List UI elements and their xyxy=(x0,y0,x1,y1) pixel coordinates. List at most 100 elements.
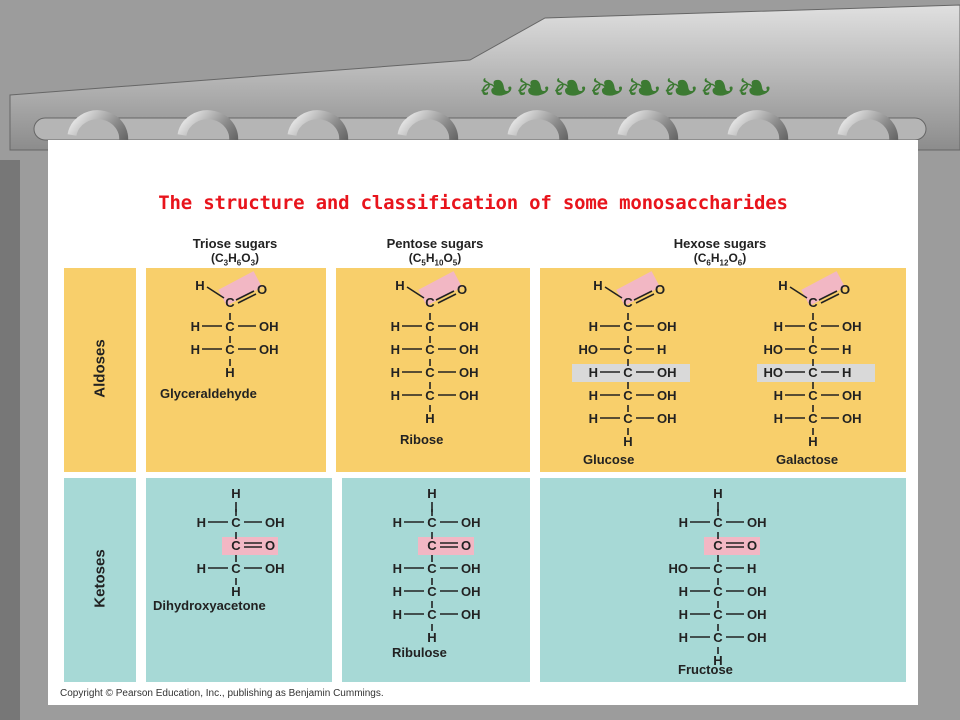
atom-label: H xyxy=(679,515,688,530)
atom-label: H xyxy=(393,515,402,530)
atom-label: C xyxy=(425,388,435,403)
atom-label: C xyxy=(808,342,818,357)
highlight-band xyxy=(572,364,690,382)
atom-label: OH xyxy=(747,630,767,645)
atom-label: H xyxy=(774,411,783,426)
atom-label: C xyxy=(231,561,241,576)
atom-label: H xyxy=(195,278,204,293)
atom-label: HO xyxy=(669,561,689,576)
bond-line xyxy=(633,290,653,301)
atom-label: OH xyxy=(459,342,479,357)
column-header-formula: (C3H6O3) xyxy=(210,251,260,268)
bond-line xyxy=(437,293,457,304)
atom-label: C xyxy=(713,561,723,576)
atom-label: C xyxy=(427,607,437,622)
atom-label: OH xyxy=(747,607,767,622)
column-header-hexose: Hexose sugars (C6H12O6) xyxy=(620,236,820,270)
atom-label: H xyxy=(589,365,598,380)
atom-label: H xyxy=(197,515,206,530)
bond-line xyxy=(235,290,255,301)
bond-line xyxy=(435,290,455,301)
atom-label: C xyxy=(225,342,235,357)
bond-line xyxy=(789,286,808,299)
atom-label: C xyxy=(713,584,723,599)
atom-label: C xyxy=(427,584,437,599)
molecule-name-fructose: Fructose xyxy=(678,662,733,677)
atom-label: H xyxy=(191,319,200,334)
atom-label: OH xyxy=(657,388,677,403)
atom-label: HO xyxy=(764,365,784,380)
atom-label: H xyxy=(425,411,434,426)
atom-label: OH xyxy=(459,365,479,380)
column-header-name: Pentose sugars xyxy=(386,236,484,251)
atom-label: H xyxy=(427,486,436,501)
atom-label: H xyxy=(747,561,756,576)
atom-label: C xyxy=(231,515,241,530)
carbonyl-highlight xyxy=(222,537,278,555)
atom-label: OH xyxy=(842,388,862,403)
atom-label: C xyxy=(713,538,723,553)
molecule-name-glyceraldehyde: Glyceraldehyde xyxy=(160,386,257,401)
atom-label: C xyxy=(713,607,723,622)
atom-label: H xyxy=(842,342,851,357)
atom-label: C xyxy=(225,295,235,310)
bond-line xyxy=(635,293,655,304)
bond-line xyxy=(818,290,838,301)
atom-label: HO xyxy=(764,342,784,357)
atom-label: C xyxy=(623,388,633,403)
highlight-band xyxy=(757,364,875,382)
pentose-ketose-panel xyxy=(342,478,530,682)
atom-label: OH xyxy=(747,584,767,599)
atom-label: H xyxy=(623,434,632,449)
atom-label: H xyxy=(391,319,400,334)
atom-label: C xyxy=(808,365,818,380)
atom-label: O xyxy=(840,282,850,297)
atom-label: C xyxy=(425,319,435,334)
molecule-dihydroxyacetone: HH C OHC OH C OHH xyxy=(197,486,285,599)
atom-label: H xyxy=(427,630,436,645)
column-header-formula: (C6H12O6) xyxy=(693,251,747,268)
column-header-name: Hexose sugars xyxy=(673,236,767,251)
atom-label: C xyxy=(425,295,435,310)
aldoses-label-panel xyxy=(64,268,136,472)
aldehyde-highlight xyxy=(801,271,846,306)
aldehyde-highlight xyxy=(218,271,263,306)
atom-label: H xyxy=(391,388,400,403)
triose-aldose-panel xyxy=(146,268,326,472)
atom-label: C xyxy=(231,538,241,553)
molecule-name-ribulose: Ribulose xyxy=(392,645,447,660)
atom-label: H xyxy=(657,342,666,357)
row-label-ketoses: Ketoses xyxy=(91,549,109,608)
atom-label: H xyxy=(713,653,722,668)
atom-label: H xyxy=(713,486,722,501)
atom-label: C xyxy=(713,630,723,645)
atom-label: C xyxy=(808,319,818,334)
atom-label: O xyxy=(457,282,467,297)
atom-label: C xyxy=(425,342,435,357)
atom-label: H xyxy=(774,319,783,334)
atom-label: C xyxy=(427,515,437,530)
atom-label: O xyxy=(655,282,665,297)
molecule-fructose: HH C OHC OHO C HH C OHH C OHH C OHH xyxy=(669,486,767,668)
atom-label: OH xyxy=(461,561,481,576)
atom-label: H xyxy=(393,561,402,576)
atom-label: OH xyxy=(461,607,481,622)
atom-label: HO xyxy=(579,342,599,357)
column-header-formula: (C5H10O5) xyxy=(408,251,462,268)
atom-label: OH xyxy=(842,319,862,334)
atom-label: OH xyxy=(747,515,767,530)
atom-label: OH xyxy=(461,515,481,530)
atom-label: C xyxy=(713,515,723,530)
atom-label: H xyxy=(842,365,851,380)
atom-label: H xyxy=(808,434,817,449)
atom-label: OH xyxy=(259,342,279,357)
atom-label: C xyxy=(808,388,818,403)
aldehyde-highlight xyxy=(616,271,661,306)
row-label-aldoses: Aldoses xyxy=(91,339,109,398)
atom-label: H xyxy=(231,486,240,501)
bond-line xyxy=(604,286,623,299)
bond-line xyxy=(237,293,257,304)
atom-label: H xyxy=(197,561,206,576)
leaf-ornaments: ❧❧❧❧❧❧❧❧ xyxy=(478,63,773,114)
